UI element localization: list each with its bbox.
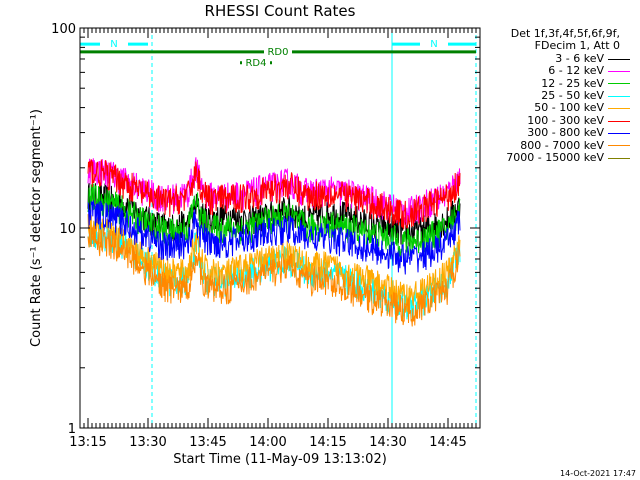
legend-label: 800 - 7000 keV xyxy=(520,138,604,152)
legend-label: 6 - 12 keV xyxy=(548,64,604,78)
legend-swatch xyxy=(608,108,630,110)
legend-item: 7000 - 15000 keV xyxy=(470,151,630,165)
series-line-6 xyxy=(87,200,461,275)
annotation-label-bg-0 xyxy=(100,37,128,48)
x-tick-label: 14:00 xyxy=(249,435,286,450)
annotation-label-0: N xyxy=(110,39,117,50)
x-tick-label: 14:30 xyxy=(369,435,406,450)
annotation-label-1: N xyxy=(430,39,437,50)
legend-swatch xyxy=(608,157,630,159)
legend-label: 100 - 300 keV xyxy=(527,113,604,127)
legend-header-line-2: FDecim 1, Att 0 xyxy=(534,39,620,53)
legend-item: 100 - 300 keV xyxy=(470,113,630,127)
x-axis-label: Start Time (11-May-09 13:13:02) xyxy=(173,452,387,467)
y-tick-label: 1 xyxy=(68,422,76,437)
legend-item: 12 - 25 keV xyxy=(470,76,630,90)
legend-swatch xyxy=(608,83,630,85)
annotation-label-bg-1 xyxy=(420,37,448,48)
y-axis-label: Count Rate (s⁻¹ detector segment⁻¹) xyxy=(29,109,44,347)
x-tick-label: 13:30 xyxy=(129,435,166,450)
legend-item: 25 - 50 keV xyxy=(470,89,630,103)
annotation-label-bg-2 xyxy=(264,44,292,55)
annotation-label-3: RD4 xyxy=(245,58,266,69)
legend-swatch xyxy=(608,132,630,134)
timestamp: 14-Oct-2021 17:47 xyxy=(560,469,636,478)
legend-label: 3 - 6 keV xyxy=(555,51,604,65)
legend-swatch xyxy=(608,58,630,60)
legend-label: 7000 - 15000 keV xyxy=(506,151,604,165)
legend-swatch xyxy=(608,70,630,72)
x-tick-label: 13:15 xyxy=(69,435,106,450)
series-line-5 xyxy=(87,159,461,230)
legend-header-line-1: Det 1f,3f,4f,5f,6f,9f, xyxy=(510,27,620,40)
x-tick-label: 13:45 xyxy=(189,435,226,450)
chart-title: RHESSI Count Rates xyxy=(204,2,356,20)
legend-swatch xyxy=(608,95,630,97)
legend-label: 25 - 50 keV xyxy=(541,89,604,103)
y-tick-label: 100 xyxy=(51,22,76,37)
legend-label: 300 - 800 keV xyxy=(527,126,604,140)
x-tick-label: 14:15 xyxy=(309,435,346,450)
legend-label: 12 - 25 keV xyxy=(541,76,604,90)
series-line-4 xyxy=(87,214,461,314)
annotation-label-bg-3 xyxy=(242,55,270,66)
legend: Det 1f,3f,4f,5f,6f,9f, FDecim 1, Att 0 3… xyxy=(470,27,630,165)
legend-item: 3 - 6 keV xyxy=(470,51,630,65)
legend-swatch xyxy=(608,120,630,122)
legend-item: 300 - 800 keV xyxy=(470,126,630,140)
legend-item: 6 - 12 keV xyxy=(470,64,630,78)
legend-label: 50 - 100 keV xyxy=(534,101,604,115)
legend-item: 50 - 100 keV xyxy=(470,102,630,114)
x-tick-label: 14:45 xyxy=(429,435,466,450)
y-tick-label: 10 xyxy=(59,222,76,237)
legend-item: 800 - 7000 keV xyxy=(470,138,630,152)
series-line-7 xyxy=(87,225,461,327)
legend-swatch xyxy=(608,145,630,147)
annotation-label-2: RD0 xyxy=(267,47,288,58)
